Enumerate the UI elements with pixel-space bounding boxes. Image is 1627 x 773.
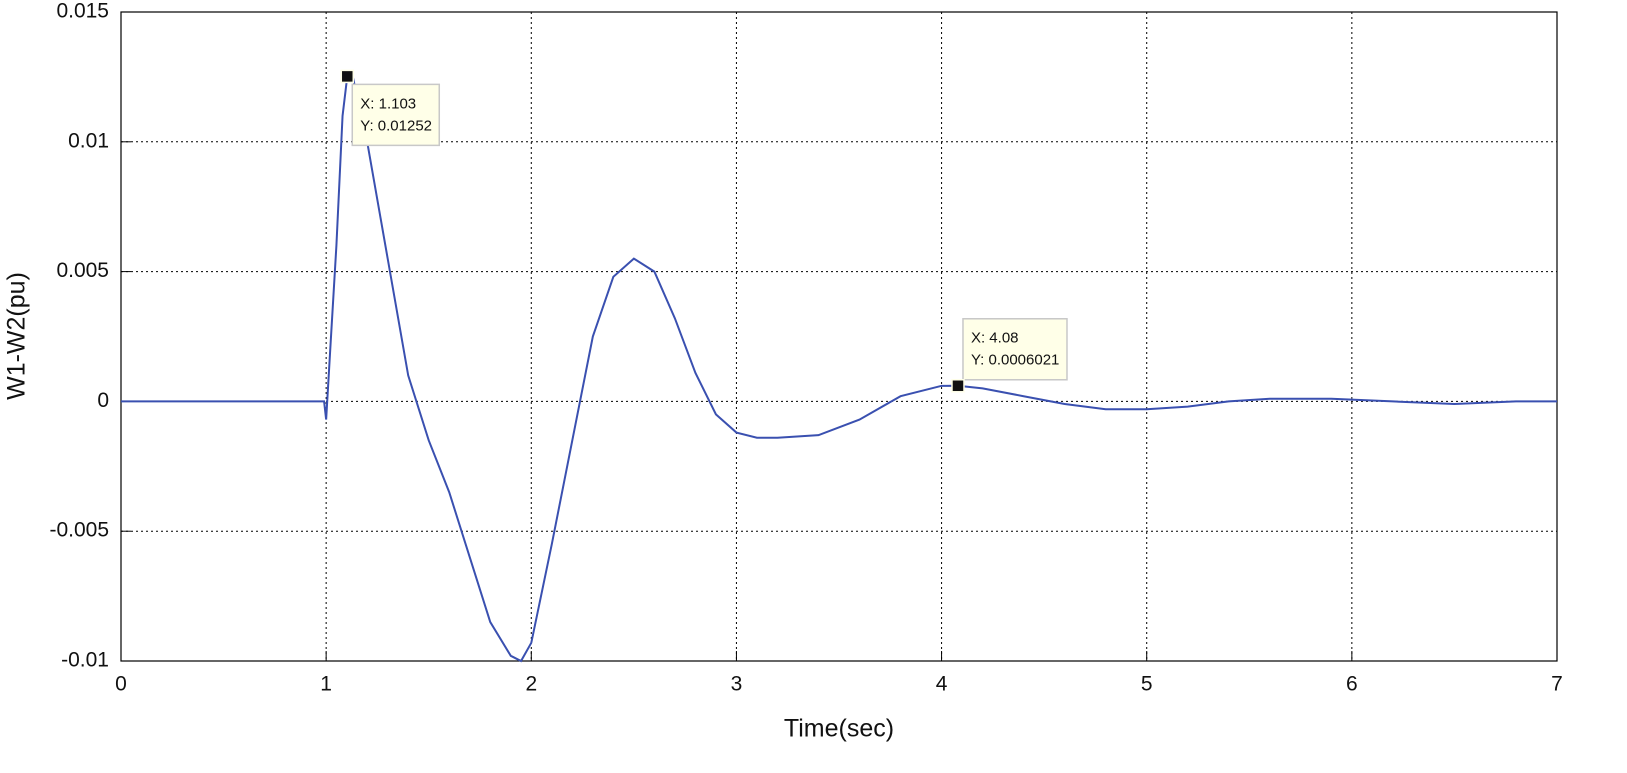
datatip-y: Y: 0.0006021 bbox=[971, 352, 1059, 369]
y-tick-label: 0.015 bbox=[56, 0, 109, 23]
datatip-x: X: 4.08 bbox=[971, 330, 1019, 347]
plot-area bbox=[121, 12, 1557, 661]
y-tick-label: -0.01 bbox=[61, 649, 109, 672]
x-tick-label: 4 bbox=[936, 673, 948, 696]
datatip-x: X: 1.103 bbox=[360, 95, 416, 112]
plot-frame bbox=[120, 11, 1558, 662]
x-tick-label: 6 bbox=[1346, 673, 1358, 696]
x-tick-label: 3 bbox=[731, 673, 743, 696]
y-tick-label: 0 bbox=[97, 389, 109, 412]
datatip-box bbox=[962, 318, 1068, 381]
x-tick-label: 1 bbox=[320, 673, 332, 696]
x-tick-label: 5 bbox=[1141, 673, 1153, 696]
y-tick-label: -0.005 bbox=[49, 519, 109, 542]
x-tick-label: 7 bbox=[1551, 673, 1563, 696]
datatip-marker bbox=[340, 69, 355, 84]
datatip-box bbox=[351, 83, 441, 147]
y-axis-title: W1-W2(pu) bbox=[3, 272, 31, 400]
y-tick-label: 0.005 bbox=[56, 259, 109, 282]
y-tick-label: 0.01 bbox=[68, 129, 109, 152]
x-axis-title: Time(sec) bbox=[784, 715, 894, 743]
datatip-marker bbox=[951, 379, 965, 393]
x-tick-label: 0 bbox=[115, 673, 127, 696]
x-tick-label: 2 bbox=[525, 673, 537, 696]
datatip-y: Y: 0.01252 bbox=[360, 117, 432, 134]
